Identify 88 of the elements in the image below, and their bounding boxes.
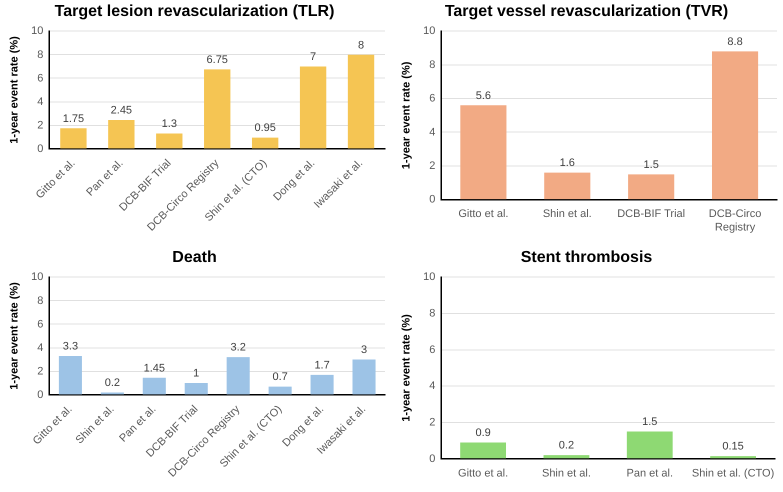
y-tick-label: 2 <box>429 416 436 429</box>
data-label: 1.7 <box>314 359 330 372</box>
data-label: 1.75 <box>62 112 84 125</box>
data-label: 0.7 <box>272 371 288 384</box>
x-tick-label: Shin et al. <box>542 467 591 480</box>
data-label: 0.9 <box>475 426 491 439</box>
bar <box>184 383 208 394</box>
bar <box>58 356 82 394</box>
x-tick-label: DCB-BIF Trial <box>617 208 686 220</box>
data-label: 3 <box>360 344 368 356</box>
y-tick-label: 0 <box>37 388 44 401</box>
y-tick-label: 8 <box>37 294 44 307</box>
bar <box>204 69 230 148</box>
x-tick-label: Gitto et al. <box>458 467 508 480</box>
bar <box>108 120 135 148</box>
bar <box>348 54 374 148</box>
data-label: 1.5 <box>644 158 659 171</box>
y-tick-label: 10 <box>423 271 436 284</box>
data-label: 1 <box>193 368 200 380</box>
data-label: 0.2 <box>104 376 120 389</box>
y-tick-label: 0 <box>429 452 436 465</box>
x-tick-label: Gitto et al. <box>34 157 78 202</box>
y-tick-label: 8 <box>429 308 436 320</box>
y-tick-label: 10 <box>31 271 44 284</box>
data-label: 2.45 <box>110 104 132 117</box>
chart-title: Stent thrombosis <box>520 249 652 266</box>
bar <box>544 172 590 200</box>
bar <box>626 432 673 458</box>
bar <box>268 386 292 394</box>
y-tick-label: 4 <box>429 126 436 138</box>
data-label: 3.3 <box>62 340 78 353</box>
bar <box>352 360 376 394</box>
bar <box>460 442 506 458</box>
bar <box>460 105 506 200</box>
x-tick-label: DCB-Circo Registry <box>708 208 762 234</box>
y-tick-label: 6 <box>429 92 436 105</box>
y-tick-label: 10 <box>31 25 44 38</box>
x-tick-label: Gitto et al. <box>458 208 508 220</box>
data-label: 8.8 <box>727 36 743 48</box>
x-tick-label: Shin et al. <box>542 208 592 220</box>
y-tick-label: 4 <box>37 342 44 354</box>
y-axis-title: 1-year event rate (%) <box>8 282 21 390</box>
y-tick-label: 2 <box>429 160 436 172</box>
y-tick-label: 10 <box>423 25 436 38</box>
data-label: 1.45 <box>144 362 166 374</box>
bar <box>300 66 326 148</box>
bar <box>252 138 278 148</box>
y-tick-label: 0 <box>429 194 436 206</box>
chart-title: Death <box>172 249 217 266</box>
data-label: 0.15 <box>722 440 744 453</box>
y-tick-label: 8 <box>37 48 44 61</box>
y-axis-title: 1-year event rate (%) <box>400 314 413 422</box>
y-tick-label: 4 <box>37 96 44 108</box>
bar <box>310 374 334 394</box>
y-tick-label: 6 <box>37 318 44 330</box>
bar <box>628 174 674 200</box>
y-tick-label: 6 <box>429 344 436 356</box>
bar <box>712 51 758 200</box>
y-axis-title: 1-year event rate (%) <box>8 36 21 144</box>
bar <box>544 455 590 458</box>
data-label: 1.6 <box>560 157 575 170</box>
bar <box>156 134 182 148</box>
x-tick-label: Gitto et al. <box>30 403 75 448</box>
x-tick-label: Shin et al. <box>74 403 117 446</box>
y-tick-label: 4 <box>429 380 436 392</box>
y-tick-label: 2 <box>37 119 44 132</box>
x-tick-label: Pan et al. <box>626 467 673 480</box>
chart-title: Target lesion revascularization (TLR) <box>54 3 334 20</box>
y-tick-label: 8 <box>429 58 436 71</box>
chart-title: Target vessel revascularization (TVR) <box>444 3 728 20</box>
data-label: 6.75 <box>206 54 228 66</box>
data-label: 3.2 <box>230 342 246 354</box>
y-tick-label: 6 <box>37 72 44 84</box>
data-label: 5.6 <box>476 90 492 102</box>
bar <box>142 378 166 394</box>
y-axis-title: 1-year event rate (%) <box>400 61 413 170</box>
y-tick-label: 2 <box>37 365 44 378</box>
data-label: 8 <box>358 39 364 52</box>
data-label: 1.5 <box>642 416 658 428</box>
x-tick-label: Shin et al. (CTO) <box>692 467 774 480</box>
data-label: 7 <box>310 51 316 64</box>
data-label: 0.95 <box>254 122 276 134</box>
data-label: 0.2 <box>558 440 574 452</box>
y-tick-label: 0 <box>37 142 44 155</box>
bar <box>226 357 250 394</box>
data-label: 1.3 <box>162 118 177 130</box>
x-tick-label: Pan et al. <box>84 157 126 199</box>
bar <box>60 128 87 148</box>
